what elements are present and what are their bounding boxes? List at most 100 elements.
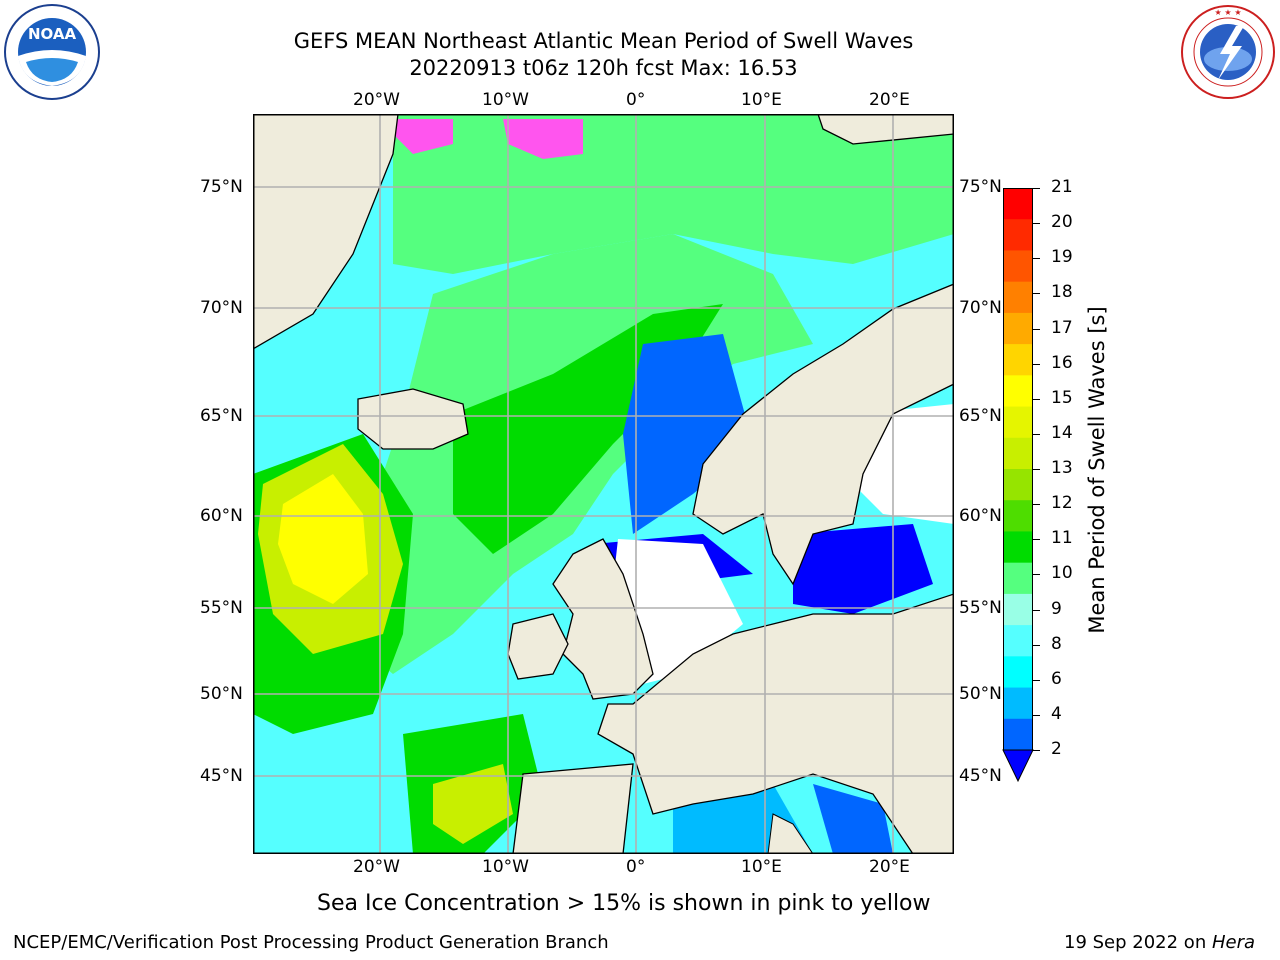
map-subtitle: 20220913 t06z 120h fcst Max: 16.53 [409,56,798,80]
footer-date: 19 Sep 2022 on Hera [1064,932,1255,953]
colorbar-segment [1003,437,1033,470]
colorbar-tick-mark [1033,714,1040,716]
noaa-logo: NOAA [2,4,102,100]
lon-label-top-10e: 10°E [741,90,782,110]
italy-land [767,813,814,854]
sea-ice-east-greenland [393,119,453,154]
colorbar-extend-arrow [1003,750,1033,781]
colorbar-tick-label: 9 [1051,598,1062,619]
colorbar-segment [1003,656,1033,689]
great-britain-land [552,538,654,700]
colorbar-segment [1003,406,1033,439]
map-frame [253,114,954,854]
svalbard-land [817,114,954,145]
colorbar-tick-label: 6 [1051,668,1062,689]
lat-label-left-65n: 65°N [200,406,243,426]
lon-label-top-10w: 10°W [482,90,529,110]
noaa-logo-text: NOAA [28,25,77,43]
colorbar-tick-mark [1033,293,1040,295]
swell-period-map [253,114,954,854]
footer-date-text: 19 Sep 2022 on [1064,932,1212,953]
nws-logo: ★ ★ ★ [1180,4,1276,100]
lat-label-left-50n: 50°N [200,684,243,704]
colorbar-segment [1003,687,1033,720]
colorbar-tick-mark [1033,504,1040,506]
sea-ice-note: Sea Ice Concentration > 15% is shown in … [317,891,931,916]
colorbar-segment [1003,312,1033,345]
colorbar-tick-mark [1033,398,1040,400]
graticule [253,114,954,854]
map-title: GEFS MEAN Northeast Atlantic Mean Period… [293,29,914,53]
lat-label-left-60n: 60°N [200,506,243,526]
colorbar-segment [1003,188,1033,220]
lat-label-left-70n: 70°N [200,298,243,318]
colorbar-tick-mark [1033,188,1040,189]
colorbar-tick-label: 14 [1051,422,1073,443]
colorbar-segment [1003,375,1033,408]
iceland-land [357,388,469,450]
colorbar-tick-label: 15 [1051,387,1073,408]
greenland-land [253,114,399,350]
colorbar-segment [1003,562,1033,595]
svg-text:★ ★ ★: ★ ★ ★ [1214,8,1241,17]
lon-label-bottom-20w: 20°W [353,857,400,877]
colorbar-tick-mark [1033,574,1040,576]
colorbar-segment [1003,250,1033,283]
colorbar-tick-label: 2 [1051,739,1062,759]
lon-label-bottom-10e: 10°E [741,857,782,877]
lat-label-right-45n: 45°N [959,766,1002,786]
colorbar-segment [1003,531,1033,564]
colorbar-ticks: 21 20 19 18 17 16 15 14 13 12 11 10 9 8 6 4 2 [1033,177,1073,788]
colorbar-tick-mark [1033,223,1040,225]
scandinavia-land [692,283,954,586]
lat-label-left-45n: 45°N [200,766,243,786]
lon-label-bottom-20e: 20°E [869,857,910,877]
colorbar-tick-mark [1033,363,1040,365]
iberia-land [512,763,634,854]
colorbar-tick-label: 21 [1051,177,1073,197]
colorbar-segment [1003,469,1033,501]
colorbar-tick-label: 12 [1051,493,1073,514]
colorbar-tick-label: 20 [1051,212,1073,233]
swell-zone-14s [278,474,368,604]
lat-label-right-70n: 70°N [959,298,1002,318]
lat-label-right-65n: 65°N [959,406,1002,426]
colorbar-tick-label: 10 [1051,563,1073,584]
colorbar-segment [1003,219,1033,251]
colorbar-tick-mark [1033,328,1040,330]
colorbar-tick-label: 16 [1051,352,1073,373]
swell-zone-adriatic-2s [813,784,893,854]
swell-zone-baltic-2s [793,524,933,614]
lon-label-bottom-10w: 10°W [482,857,529,877]
sea-ice-svalbard [503,119,583,159]
colorbar-tick-label: 19 [1051,247,1073,268]
colorbar-tick-label: 18 [1051,282,1073,303]
colorbar-tick-label: 13 [1051,458,1073,478]
colorbar-tick-mark [1033,644,1040,646]
colorbar-segment [1003,281,1033,314]
colorbar-segment [1003,593,1033,626]
colorbar-segment [1003,344,1033,376]
colorbar-tick-label: 4 [1051,703,1062,724]
colorbar-tick-mark [1033,258,1040,260]
colorbar-segment [1003,718,1033,751]
colorbar-tick-mark [1033,750,1040,751]
colorbar-tick-mark [1033,469,1040,470]
colorbar-tick-mark [1033,539,1040,541]
footer-credit: NCEP/EMC/Verification Post Processing Pr… [13,932,609,953]
colorbar-tick-mark [1033,609,1040,611]
colorbar-segment [1003,500,1033,532]
colorbar-tick-mark [1033,679,1040,681]
lat-label-left-75n: 75°N [200,177,243,197]
lat-label-right-75n: 75°N [959,177,1002,197]
colorbar-segment [1003,625,1033,657]
footer-host: Hera [1211,932,1255,953]
lon-label-top-20w: 20°W [353,90,400,110]
lat-label-right-55n: 55°N [959,598,1002,618]
colorbar-tick-label: 17 [1051,317,1073,338]
lat-label-left-55n: 55°N [200,598,243,618]
lon-label-top-20e: 20°E [869,90,910,110]
colorbar-tick-label: 8 [1051,633,1062,654]
lat-label-right-60n: 60°N [959,506,1002,526]
lat-label-right-50n: 50°N [959,684,1002,704]
